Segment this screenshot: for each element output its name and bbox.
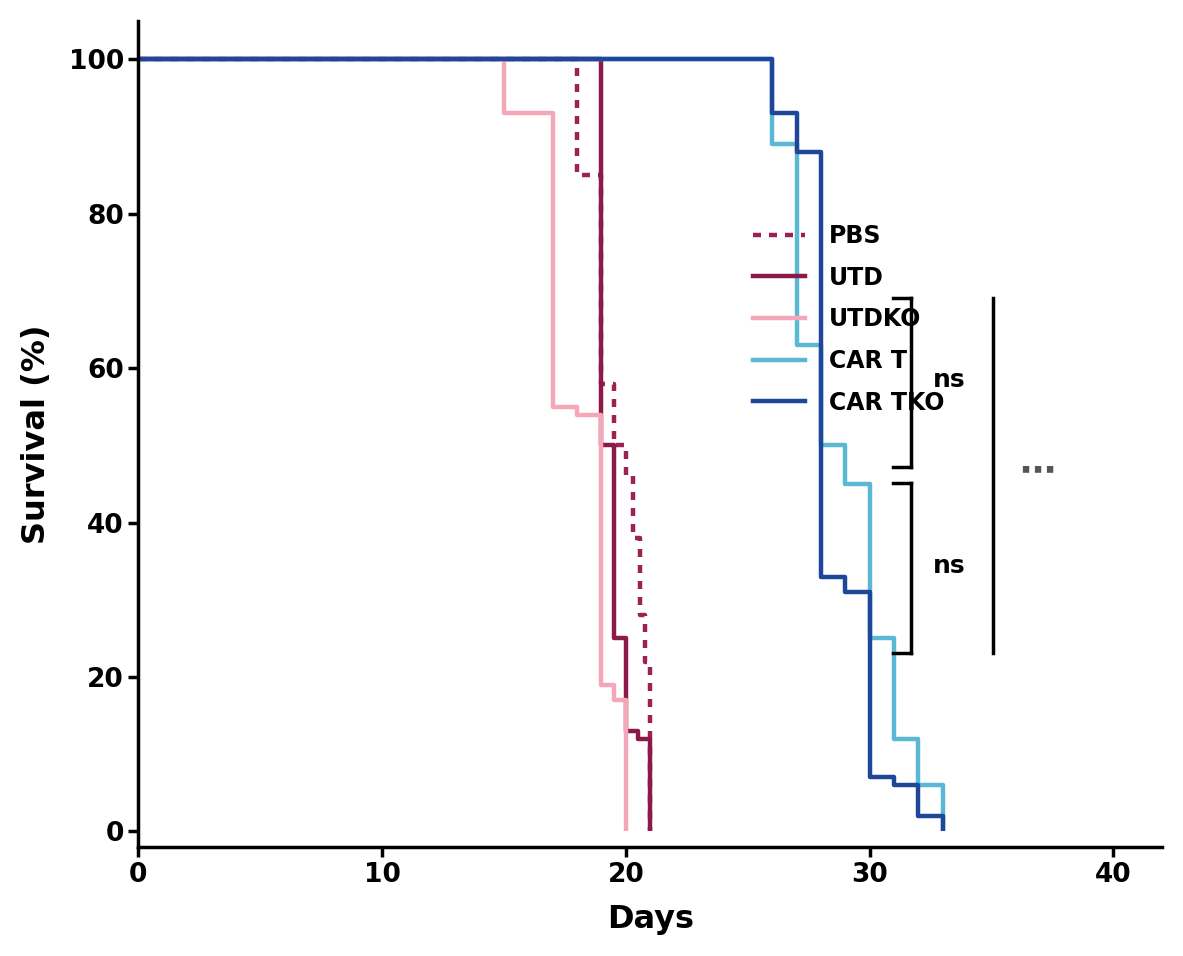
Text: ns: ns <box>933 368 965 392</box>
Legend: PBS, UTD, UTDKO, CAR T, CAR TKO: PBS, UTD, UTDKO, CAR T, CAR TKO <box>744 214 953 424</box>
X-axis label: Days: Days <box>607 904 693 935</box>
Y-axis label: Survival (%): Survival (%) <box>21 324 52 544</box>
Text: ⋯: ⋯ <box>1019 454 1055 489</box>
Text: ns: ns <box>933 554 965 578</box>
